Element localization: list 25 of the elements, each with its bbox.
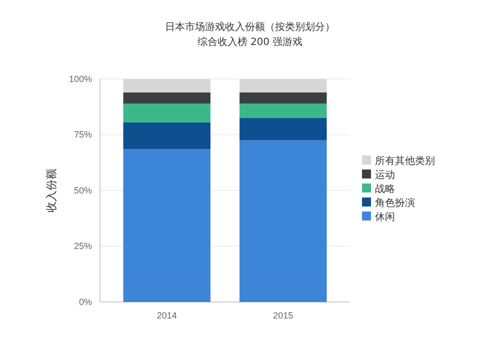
bar	[240, 118, 327, 140]
legend-label: 休闲	[375, 211, 395, 223]
y-tick-label: 50%	[74, 185, 92, 196]
bar	[123, 79, 210, 92]
legend-label: 所有其他类别	[375, 155, 435, 167]
chart-subtitle: 综合收入榜 200 强游戏	[197, 36, 303, 48]
legend-label: 角色扮演	[375, 197, 415, 209]
bar	[240, 92, 327, 104]
bar	[123, 104, 210, 122]
y-tick-label: 100%	[68, 74, 92, 84]
y-axis-title: 收入份额	[45, 168, 58, 212]
bar	[240, 104, 327, 118]
bar	[240, 79, 327, 92]
y-tick-label: 0%	[78, 296, 92, 307]
bar	[123, 149, 210, 302]
y-tick-label: 25%	[74, 241, 92, 252]
legend-label: 战略	[375, 183, 395, 195]
bar	[123, 122, 210, 150]
x-tick-label: 2014	[156, 310, 177, 320]
y-tick-label: 75%	[74, 130, 92, 140]
bar	[240, 140, 327, 302]
x-tick-label: 2015	[273, 310, 294, 320]
bar	[123, 92, 210, 104]
chart-title: 日本市场游戏收入份额（按类别划分）	[165, 21, 335, 33]
legend-label: 运动	[375, 169, 395, 181]
